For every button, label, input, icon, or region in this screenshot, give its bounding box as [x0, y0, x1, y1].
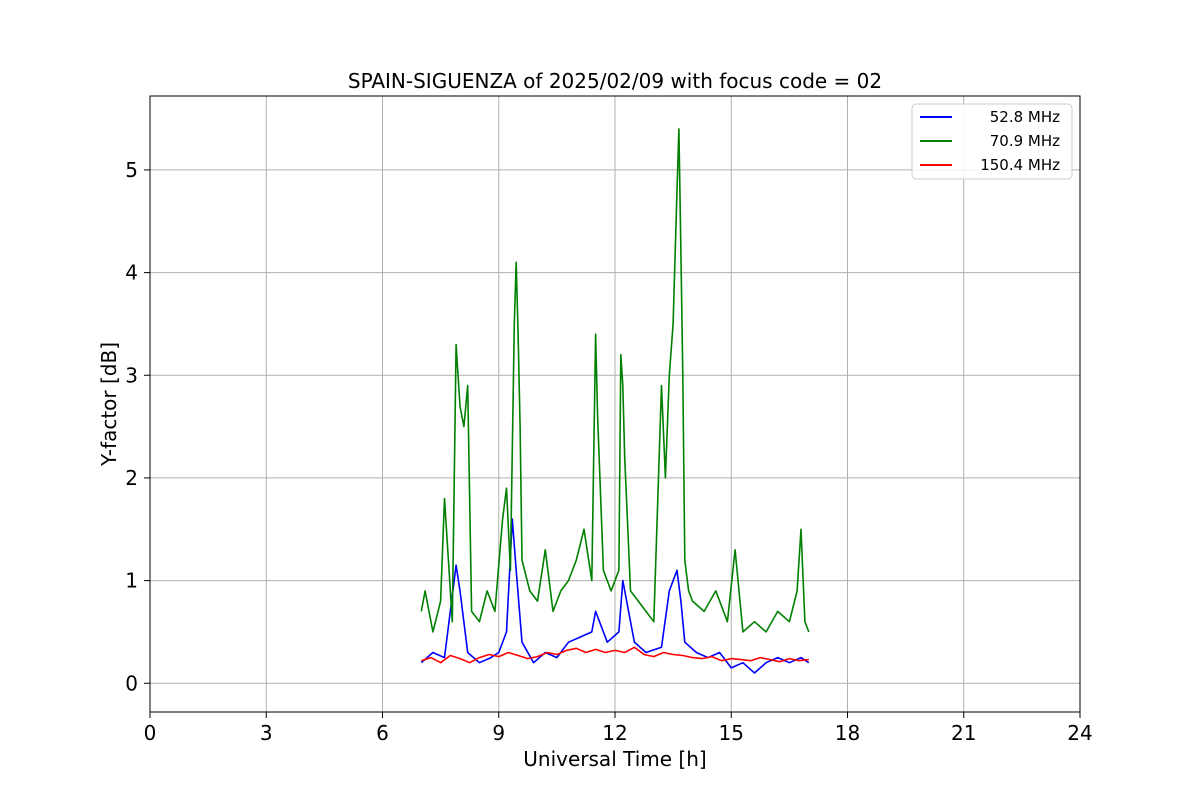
x-axis: 0 3 6 9 12 15 18 21 24	[144, 712, 1093, 745]
y-tick-label: 3	[125, 363, 138, 387]
y-axis-label: Y-factor [dB]	[97, 342, 121, 467]
y-axis: 0 1 2 3 4 5	[125, 158, 150, 695]
legend-box	[911, 103, 1073, 180]
grid	[149, 96, 1081, 712]
legend: 52.8 MHz 70.9 MHz 150.4 MHz	[911, 103, 1073, 180]
y-tick-label: 2	[125, 466, 138, 490]
x-tick-label: 18	[835, 721, 860, 745]
legend-label: 150.4 MHz	[980, 156, 1060, 174]
x-tick-label: 21	[951, 721, 976, 745]
y-tick-label: 5	[125, 158, 138, 182]
y-tick-label: 4	[125, 261, 138, 285]
x-axis-label: Universal Time [h]	[523, 747, 706, 771]
x-tick-label: 6	[376, 721, 389, 745]
x-tick-label: 0	[144, 721, 157, 745]
x-tick-label: 3	[260, 721, 273, 745]
legend-label: 70.9 MHz	[990, 132, 1060, 150]
chart-title: SPAIN-SIGUENZA of 2025/02/09 with focus …	[348, 69, 882, 93]
series-line-3	[421, 646, 809, 664]
x-tick-label: 24	[1067, 721, 1092, 745]
y-tick-label: 1	[125, 569, 138, 593]
y-tick-label: 0	[125, 671, 138, 695]
legend-label: 52.8 MHz	[990, 108, 1060, 126]
series-line-2	[420, 128, 810, 633]
x-tick-label: 12	[602, 721, 627, 745]
x-tick-label: 15	[719, 721, 744, 745]
series-layer	[420, 128, 810, 674]
series-line-1	[420, 518, 810, 674]
x-tick-label: 9	[492, 721, 505, 745]
